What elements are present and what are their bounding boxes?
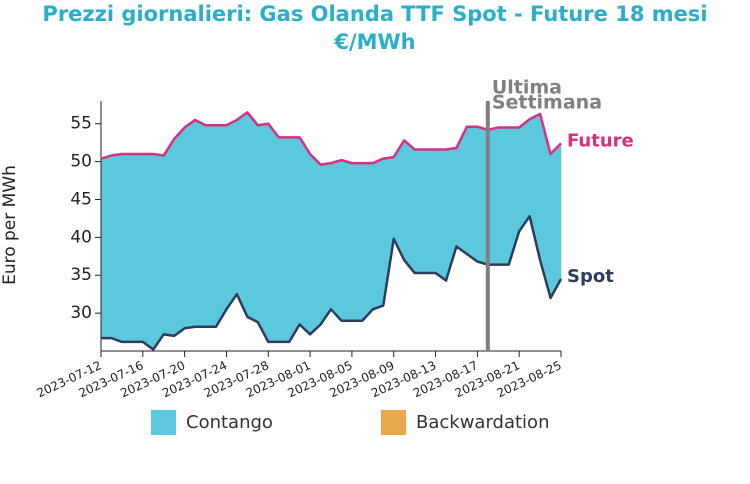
spread-area bbox=[414, 149, 426, 274]
series-line bbox=[100, 111, 562, 166]
spread-area bbox=[403, 139, 415, 274]
spread-area bbox=[372, 158, 384, 310]
spread-area bbox=[173, 126, 185, 337]
spread-area bbox=[278, 137, 290, 343]
spread-area bbox=[194, 119, 206, 328]
spread-area bbox=[268, 122, 279, 343]
spread-area bbox=[518, 118, 530, 233]
spread-area bbox=[383, 156, 394, 306]
spread-area bbox=[184, 119, 196, 329]
spread-area bbox=[257, 123, 269, 343]
spread-area bbox=[466, 126, 478, 263]
legend-swatch bbox=[381, 410, 406, 435]
chart-title: Prezzi giornalieri: Gas Olanda TTF Spot … bbox=[42, 2, 707, 26]
chart-subtitle: €/MWh bbox=[333, 30, 415, 54]
spread-area bbox=[132, 153, 144, 343]
legend-label: Contango bbox=[186, 412, 273, 433]
y-tick-label: 30 bbox=[70, 303, 92, 323]
spread-area bbox=[163, 138, 175, 337]
spread-area bbox=[205, 124, 217, 328]
y-tick-label: 55 bbox=[70, 114, 92, 134]
spread-area bbox=[330, 159, 342, 322]
y-tick-label: 50 bbox=[70, 152, 92, 172]
spread-area bbox=[309, 153, 321, 335]
spread-area bbox=[498, 127, 509, 265]
spread-area bbox=[142, 153, 154, 350]
spread-area bbox=[288, 137, 300, 343]
y-axis-label: Euro per MWh bbox=[0, 165, 20, 285]
spread-area bbox=[121, 153, 133, 343]
series-label: Spot bbox=[567, 266, 614, 287]
spread-area bbox=[351, 162, 363, 321]
spread-area bbox=[111, 153, 123, 343]
spread-area bbox=[247, 111, 259, 323]
series-line bbox=[101, 214, 563, 351]
spread-area bbox=[362, 162, 374, 322]
legend-swatch bbox=[151, 410, 176, 435]
spread-area bbox=[299, 136, 311, 335]
y-tick-label: 40 bbox=[70, 227, 92, 247]
spread-area bbox=[341, 159, 353, 321]
spread-area bbox=[320, 162, 332, 326]
spread-area bbox=[215, 124, 227, 328]
spread-area bbox=[236, 111, 248, 318]
spread-area bbox=[424, 149, 436, 274]
spread-area bbox=[550, 142, 562, 299]
spread-area bbox=[226, 119, 238, 311]
series-label: Future bbox=[567, 130, 634, 151]
spread-area bbox=[100, 155, 112, 339]
spread-area bbox=[435, 149, 447, 282]
y-tick-label: 35 bbox=[70, 265, 92, 285]
annotation-label: Ultima bbox=[492, 77, 562, 99]
annotation-label: Settimana bbox=[492, 92, 602, 114]
spread-area bbox=[153, 153, 164, 351]
y-tick-label: 45 bbox=[70, 189, 92, 209]
legend-label: Backwardation bbox=[416, 412, 549, 433]
